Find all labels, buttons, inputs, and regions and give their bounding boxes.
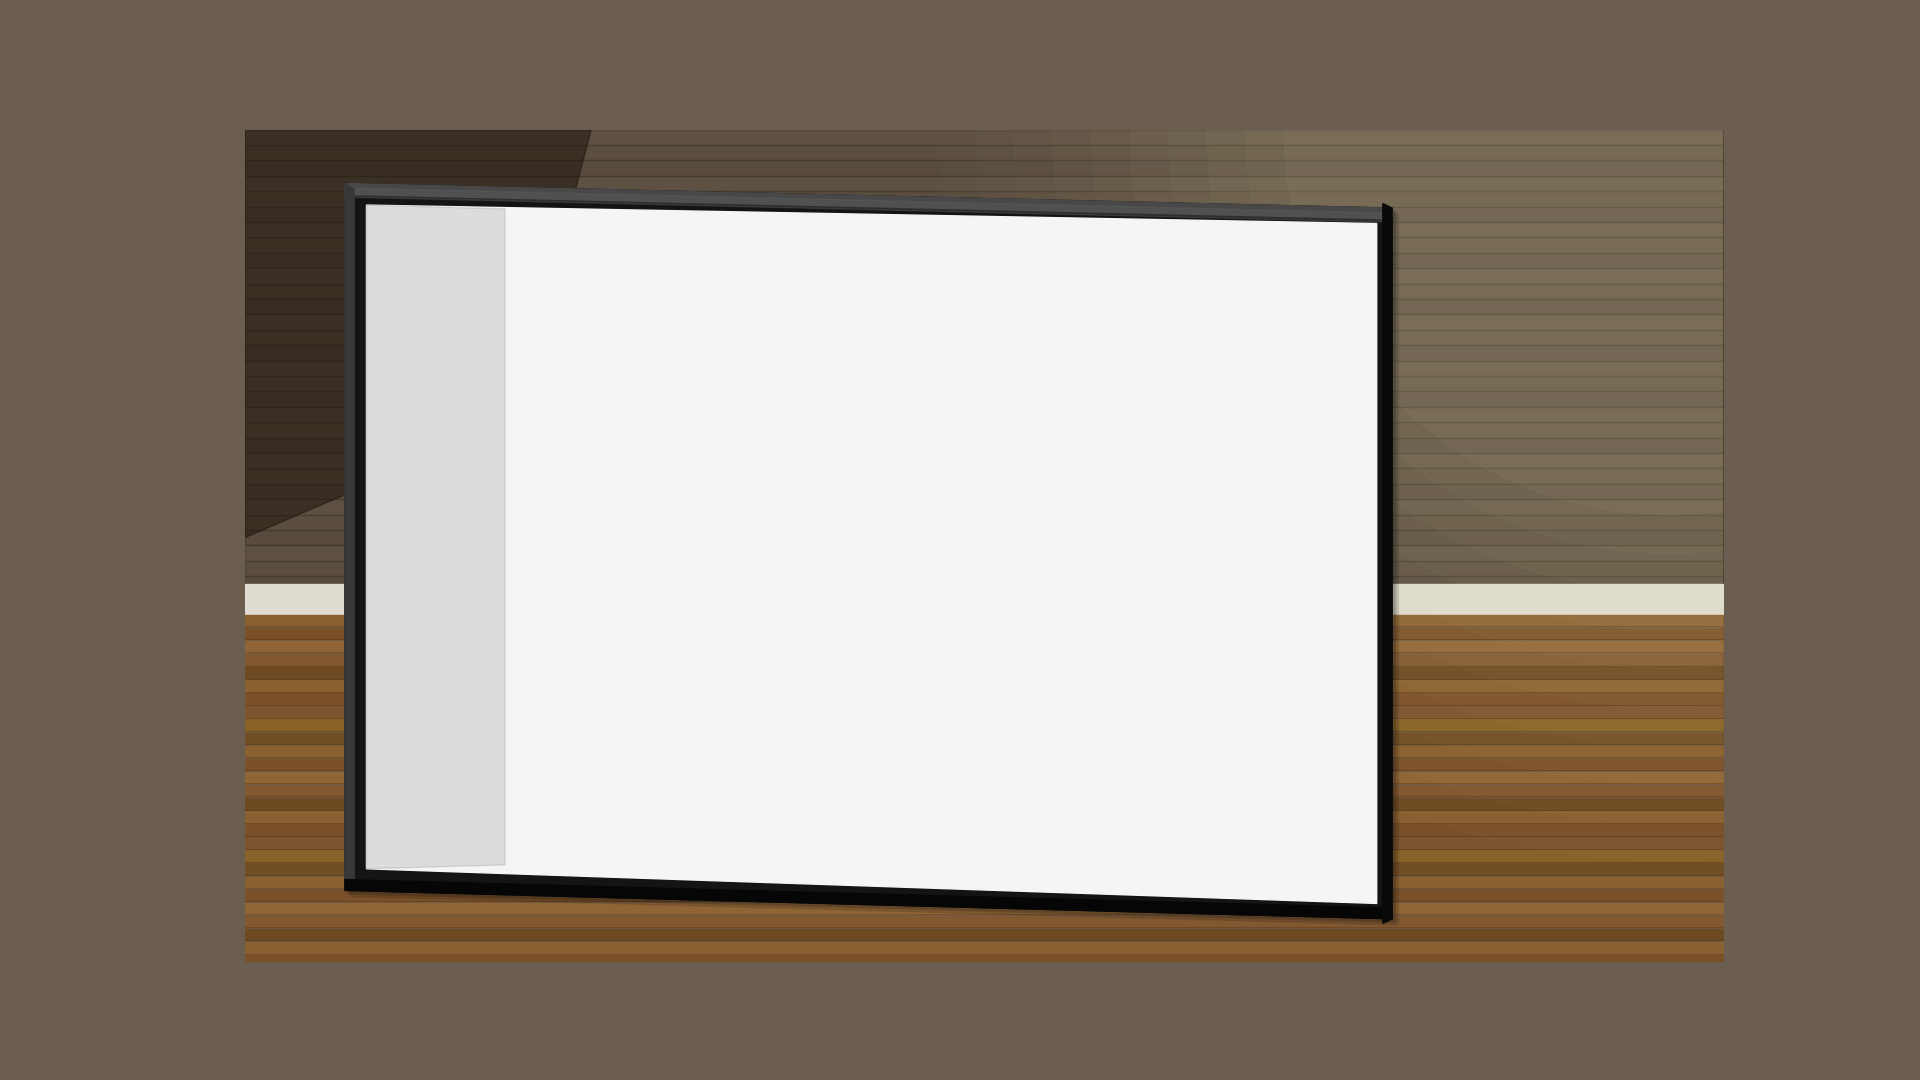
Polygon shape: [246, 130, 591, 538]
Polygon shape: [351, 190, 1398, 924]
Polygon shape: [346, 879, 1392, 919]
Polygon shape: [367, 205, 505, 868]
Polygon shape: [1382, 203, 1392, 923]
Polygon shape: [367, 205, 1377, 904]
Polygon shape: [346, 184, 353, 890]
Polygon shape: [346, 184, 1392, 219]
Polygon shape: [355, 188, 1380, 222]
Polygon shape: [348, 186, 1394, 921]
Polygon shape: [346, 184, 1392, 919]
Polygon shape: [349, 187, 1396, 922]
Polygon shape: [399, 615, 1361, 838]
